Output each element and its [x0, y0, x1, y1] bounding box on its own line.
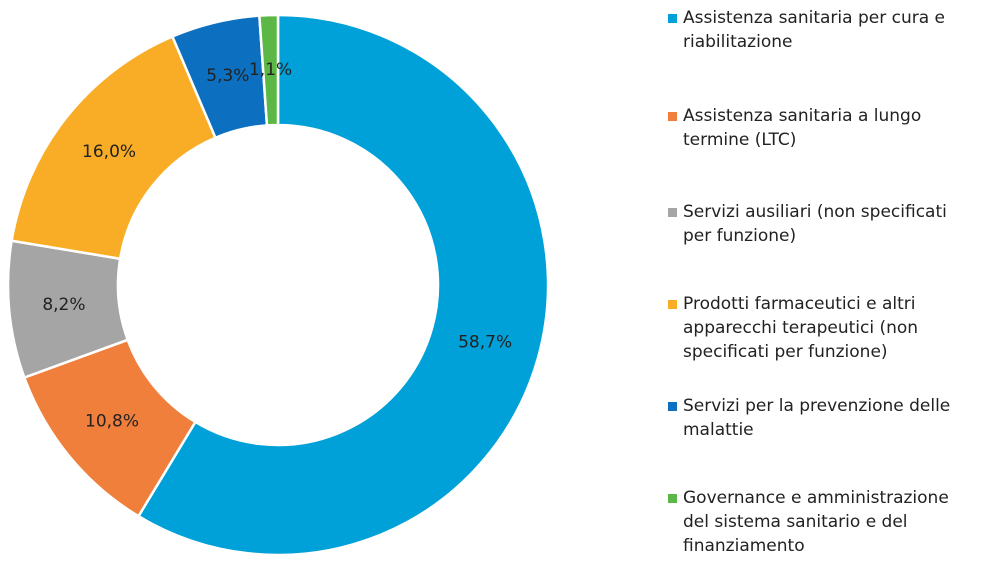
donut-segment	[136, 13, 550, 557]
legend-item: Assistenza sanitaria a lungo termine (LT…	[668, 104, 973, 152]
legend-label: Governance e amministrazione del sistema…	[683, 488, 949, 556]
legend-item: Servizi per la prevenzione delle malatti…	[668, 394, 973, 442]
donut-segment	[258, 13, 280, 127]
legend-label: Servizi per la prevenzione delle malatti…	[683, 396, 951, 440]
legend-swatch	[668, 112, 677, 121]
data-label: 58,7%	[458, 333, 512, 353]
legend-label: Assistenza sanitaria per cura e riabilit…	[683, 8, 945, 52]
legend-swatch	[668, 494, 677, 503]
data-label: 1,1%	[249, 60, 292, 80]
legend-swatch	[668, 14, 677, 23]
legend-swatch	[668, 300, 677, 309]
legend-item: Servizi ausiliari (non specificati per f…	[668, 200, 973, 248]
legend-item: Governance e amministrazione del sistema…	[668, 486, 973, 558]
legend-swatch	[668, 208, 677, 217]
data-label: 8,2%	[42, 295, 85, 315]
legend-label: Prodotti farmaceutici e altri apparecchi…	[683, 294, 919, 362]
legend-swatch	[668, 402, 677, 411]
data-label: 16,0%	[82, 142, 136, 162]
donut: 58,7% 10,8% 8,2% 16,0% 5,3% 1,1%	[6, 13, 550, 557]
legend-item: Assistenza sanitaria per cura e riabilit…	[668, 6, 973, 54]
legend-label: Assistenza sanitaria a lungo termine (LT…	[683, 106, 922, 150]
legend-label: Servizi ausiliari (non specificati per f…	[683, 202, 947, 246]
data-label: 5,3%	[206, 66, 249, 86]
data-label: 10,8%	[85, 412, 139, 432]
legend-item: Prodotti farmaceutici e altri apparecchi…	[668, 292, 973, 364]
